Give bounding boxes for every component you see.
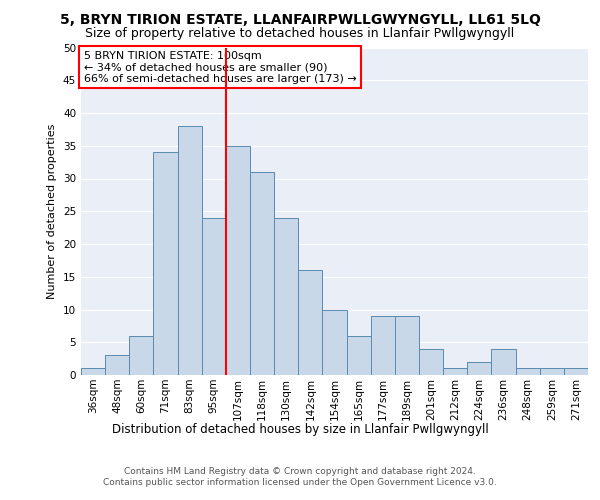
Y-axis label: Number of detached properties: Number of detached properties (47, 124, 58, 299)
Bar (129, 336, 154, 375)
Bar (371, 316, 395, 375)
Bar (491, 349, 515, 375)
Bar (419, 349, 443, 375)
Text: Size of property relative to detached houses in Llanfair Pwllgwyngyll: Size of property relative to detached ho… (85, 28, 515, 40)
Text: 5 BRYN TIRION ESTATE: 100sqm
← 34% of detached houses are smaller (90)
66% of se: 5 BRYN TIRION ESTATE: 100sqm ← 34% of de… (83, 51, 356, 84)
Bar (81, 368, 105, 375)
Bar (298, 270, 322, 375)
Bar (395, 316, 419, 375)
Text: Distribution of detached houses by size in Llanfair Pwllgwyngyll: Distribution of detached houses by size … (112, 422, 488, 436)
Text: Contains HM Land Registry data © Crown copyright and database right 2024.
Contai: Contains HM Land Registry data © Crown c… (103, 468, 497, 487)
Bar (443, 368, 467, 375)
Bar (154, 152, 178, 375)
Bar (540, 368, 564, 375)
Bar (105, 356, 129, 375)
Bar (178, 126, 202, 375)
Bar (564, 368, 588, 375)
Bar (274, 218, 298, 375)
Text: 5, BRYN TIRION ESTATE, LLANFAIRPWLLGWYNGYLL, LL61 5LQ: 5, BRYN TIRION ESTATE, LLANFAIRPWLLGWYNG… (59, 12, 541, 26)
Bar (515, 368, 540, 375)
Bar (467, 362, 491, 375)
Bar (347, 336, 371, 375)
Bar (250, 172, 274, 375)
Bar (322, 310, 347, 375)
Bar (202, 218, 226, 375)
Bar (226, 146, 250, 375)
